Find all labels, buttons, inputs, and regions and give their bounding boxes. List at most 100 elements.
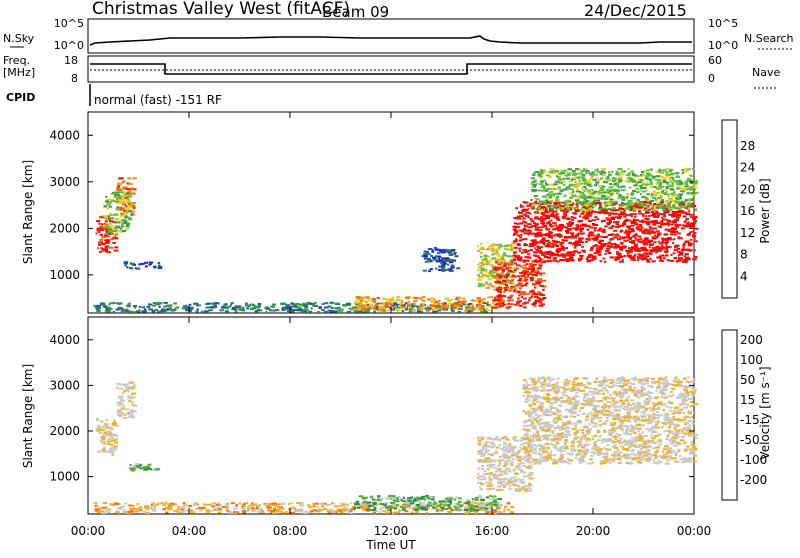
power-cell	[607, 196, 610, 198]
velocity-cell	[491, 464, 496, 466]
power-cell	[434, 303, 439, 305]
velocity-cell	[487, 453, 490, 455]
power-cell	[545, 227, 547, 229]
power-cell	[531, 207, 536, 209]
velocity-cell	[481, 505, 486, 507]
power-cell	[694, 228, 699, 230]
power-cell	[658, 213, 662, 215]
power-cell	[538, 189, 541, 191]
velocity-cell	[415, 511, 418, 513]
power-cell	[519, 250, 521, 252]
power-cell	[540, 222, 545, 224]
freq-panel	[88, 56, 694, 82]
power-cell	[694, 238, 696, 240]
velocity-cell	[332, 511, 336, 513]
power-cell	[477, 269, 480, 271]
power-cell	[558, 178, 562, 180]
power-cell	[687, 168, 691, 170]
power-cell	[532, 270, 534, 272]
velocity-cell	[115, 503, 119, 505]
power-cell	[123, 192, 126, 194]
velocity-cell	[497, 481, 499, 483]
power-cell	[115, 232, 117, 234]
power-cell	[661, 177, 664, 179]
velocity-cell	[480, 483, 484, 485]
power-cell	[576, 241, 580, 243]
power-cell	[655, 211, 658, 213]
power-cell	[110, 225, 114, 227]
power-cell	[603, 191, 607, 193]
power-cell	[548, 236, 551, 238]
power-cell	[396, 296, 400, 298]
power-cell	[324, 302, 328, 304]
power-cell	[644, 170, 647, 172]
power-cell	[621, 189, 626, 191]
power-cell	[682, 191, 685, 193]
velocity-cell	[251, 504, 255, 506]
power-cell	[679, 237, 683, 239]
power-cell	[661, 217, 663, 219]
power-cell	[107, 207, 110, 209]
velocity-cell	[116, 387, 118, 389]
velocity-cell	[362, 509, 366, 511]
power-cell	[505, 248, 509, 250]
velocity-cell	[465, 512, 470, 514]
power-cell	[541, 170, 543, 172]
velocity-cell	[526, 437, 529, 439]
power-cell	[534, 270, 539, 272]
power-cell	[517, 280, 521, 282]
power-cell	[644, 228, 648, 230]
power-cell	[610, 233, 614, 235]
power-cell	[524, 225, 527, 227]
power-cell	[653, 241, 656, 243]
power-cell	[594, 184, 597, 186]
power-cell	[669, 169, 673, 171]
velocity-cell	[510, 511, 513, 513]
power-cell	[98, 244, 101, 246]
velocity-cell	[377, 495, 380, 497]
date-label: 24/Dec/2015	[584, 1, 687, 20]
power-cell	[512, 275, 515, 277]
velocity-cell	[688, 376, 690, 378]
power-cell	[610, 213, 614, 215]
velocity-cell	[504, 465, 507, 467]
title: Christmas Valley West (fitACF)	[92, 0, 350, 19]
freq-label-2: [MHz]	[3, 66, 35, 79]
power-cell	[581, 246, 584, 248]
power-cell	[449, 299, 454, 301]
power-cell	[630, 247, 633, 249]
velocity-cell	[214, 502, 216, 504]
velocity-cell	[122, 392, 125, 394]
velocity-cell	[458, 497, 462, 499]
velocity-cell	[519, 481, 523, 483]
velocity-cell	[414, 509, 419, 511]
power-cell	[633, 219, 636, 221]
power-cell	[334, 303, 339, 305]
velocity-cell	[372, 502, 377, 504]
power-cell	[517, 223, 520, 225]
power-cell	[285, 308, 288, 310]
power-cell	[559, 242, 564, 244]
power-cell	[116, 309, 120, 311]
power-cell	[553, 215, 558, 217]
velocity-cell	[620, 438, 623, 440]
power-cell	[544, 225, 548, 227]
velocity-cell	[95, 510, 99, 512]
power-cell	[625, 250, 629, 252]
velocity-cell	[495, 450, 498, 452]
power-cell	[679, 197, 682, 199]
velocity-cell	[422, 502, 425, 504]
power-cell	[611, 243, 614, 245]
power-cell	[489, 264, 492, 266]
power-cell	[507, 255, 512, 257]
power-cell	[663, 239, 666, 241]
velocity-cell	[464, 507, 467, 509]
power-cell	[567, 174, 571, 176]
velocity-cell	[386, 512, 389, 514]
velocity-cell	[510, 464, 513, 466]
power-cell	[581, 176, 585, 178]
power-cell	[647, 205, 650, 207]
power-cell	[435, 307, 438, 309]
power-cell	[542, 303, 545, 305]
power-cell	[550, 208, 554, 210]
